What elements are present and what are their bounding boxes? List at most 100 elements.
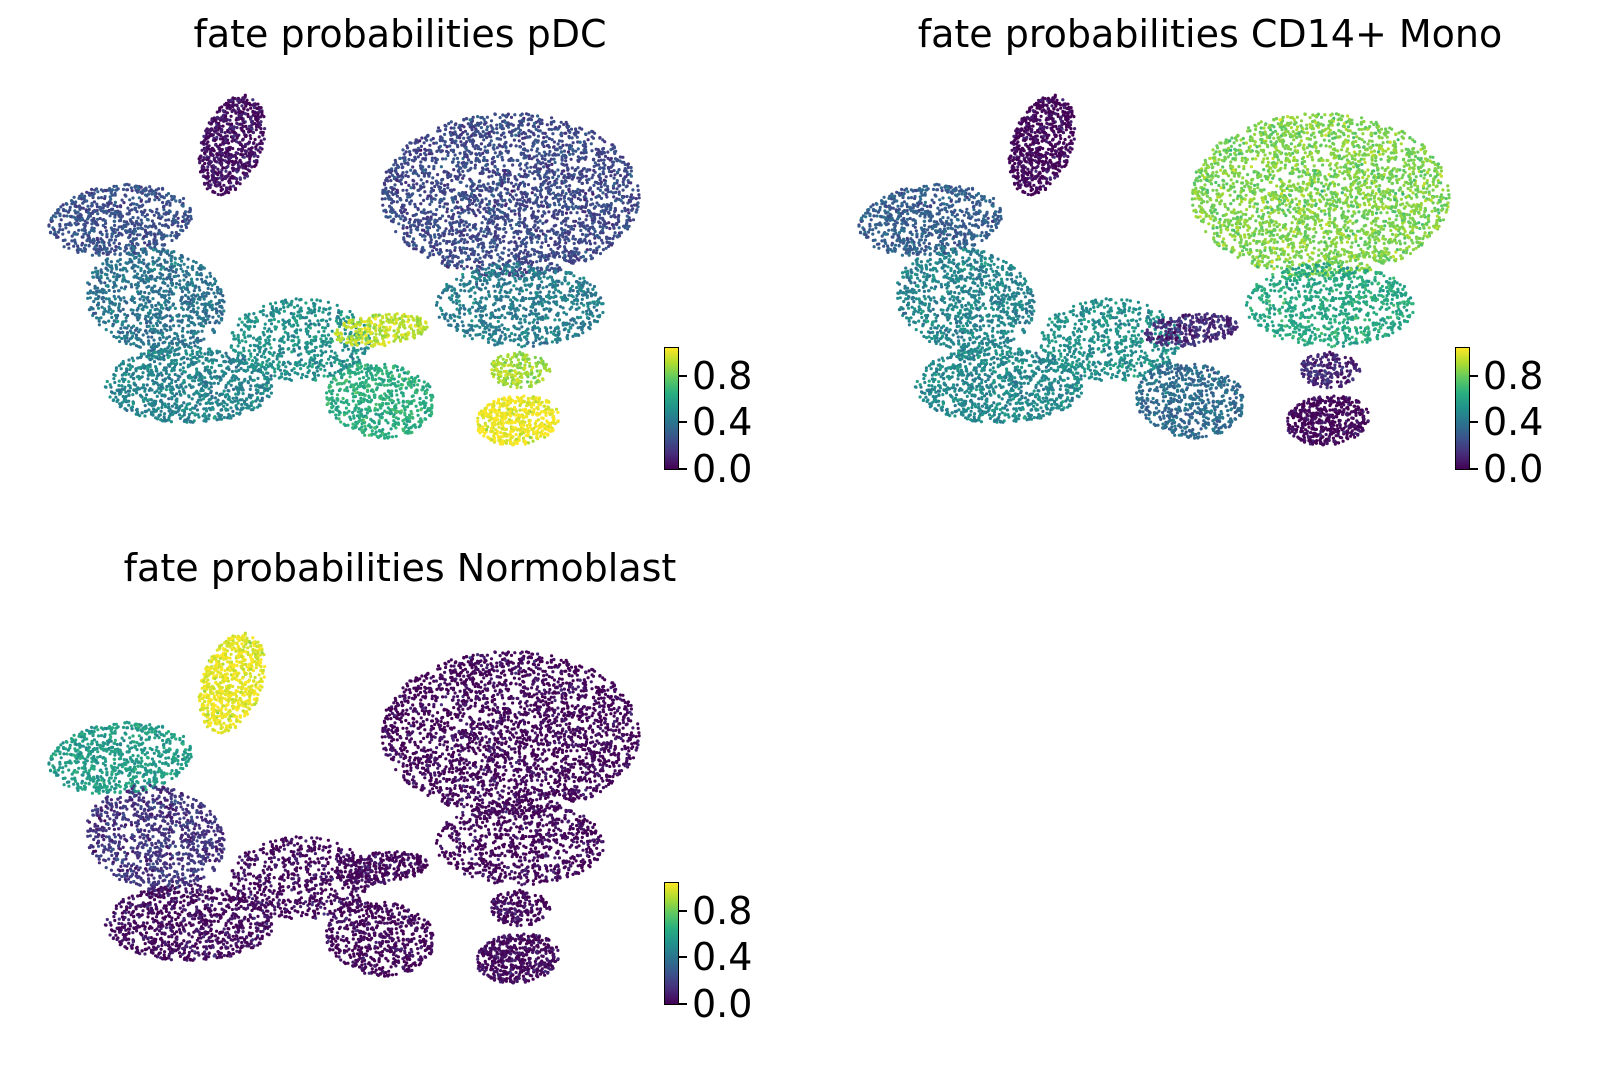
- scatter-point: [170, 339, 174, 343]
- scatter-point: [579, 151, 583, 155]
- scatter-point: [325, 361, 329, 365]
- scatter-point: [383, 334, 387, 338]
- scatter-point: [253, 356, 257, 360]
- scatter-point: [337, 413, 341, 417]
- scatter-point: [274, 325, 278, 329]
- scatter-point: [351, 361, 356, 365]
- scatter-point: [229, 344, 233, 348]
- scatter-point: [178, 416, 182, 420]
- scatter-point: [206, 352, 210, 356]
- scatter-point: [129, 203, 133, 207]
- scatter-point: [223, 191, 227, 195]
- scatter-point: [125, 326, 129, 330]
- scatter-point: [354, 351, 358, 355]
- scatter-point: [326, 401, 330, 405]
- scatter-point: [222, 183, 226, 187]
- scatter-point: [163, 243, 167, 247]
- scatter-point: [259, 127, 263, 131]
- scatter-point: [254, 128, 258, 132]
- scatter-point: [379, 377, 383, 381]
- scatter-point: [211, 358, 215, 362]
- scatter-point: [87, 244, 91, 248]
- scatter-point: [82, 223, 86, 227]
- scatter-point: [231, 146, 235, 151]
- scatter-point: [248, 377, 253, 381]
- scatter-point: [315, 369, 319, 373]
- scatter-point: [162, 208, 166, 212]
- scatter-point: [162, 358, 166, 362]
- scatter-point: [184, 223, 188, 227]
- scatter-point: [144, 314, 148, 318]
- scatter-point: [98, 246, 103, 250]
- scatter-point: [103, 321, 107, 325]
- scatter-point: [249, 320, 253, 324]
- scatter-point: [313, 314, 317, 318]
- scatter-point: [113, 215, 117, 219]
- scatter-point: [183, 370, 187, 374]
- scatter-point: [259, 354, 264, 358]
- scatter-point: [386, 421, 390, 425]
- scatter-point: [136, 366, 140, 370]
- scatter-point: [244, 104, 248, 108]
- scatter-point: [237, 359, 241, 363]
- scatter-point: [212, 291, 216, 295]
- scatter-point: [122, 275, 126, 279]
- scatter-point: [254, 316, 258, 320]
- scatter-point: [153, 198, 157, 202]
- scatter-point: [230, 174, 234, 178]
- scatter-point: [237, 351, 241, 355]
- scatter-point: [157, 192, 161, 196]
- scatter-point: [277, 376, 281, 380]
- scatter-point: [536, 134, 541, 138]
- scatter-point: [173, 256, 177, 260]
- scatter-point: [160, 394, 164, 398]
- scatter-point: [224, 351, 228, 355]
- scatter-point: [70, 239, 74, 243]
- scatter-point: [182, 401, 186, 405]
- scatter-point: [176, 334, 180, 338]
- scatter-point: [242, 361, 246, 365]
- scatter-point: [328, 317, 332, 321]
- scatter-point: [556, 168, 560, 172]
- scatter-point: [135, 388, 139, 392]
- scatter-point: [156, 301, 160, 305]
- scatter-point: [283, 321, 287, 325]
- scatter-point: [158, 362, 162, 366]
- scatter-point: [210, 121, 214, 125]
- scatter-point: [117, 289, 121, 293]
- scatter-point: [381, 316, 385, 320]
- scatter-point: [123, 249, 127, 253]
- scatter-point: [174, 285, 178, 289]
- scatter-point: [401, 400, 405, 404]
- scatter-point: [357, 371, 361, 375]
- scatter-point: [261, 330, 265, 335]
- scatter-point: [252, 164, 257, 168]
- scatter-point: [292, 347, 296, 351]
- scatter-point: [134, 328, 138, 332]
- scatter-point: [241, 98, 246, 102]
- scatter-point: [154, 303, 158, 308]
- scatter-point: [414, 425, 418, 429]
- scatter-point: [89, 306, 93, 310]
- scatter-point: [96, 190, 100, 194]
- scatter-point: [186, 318, 191, 322]
- scatter-point: [129, 282, 133, 286]
- scatter-point: [311, 358, 315, 362]
- scatter-point: [246, 368, 250, 372]
- scatter-point: [219, 188, 223, 193]
- scatter-point: [154, 247, 158, 251]
- scatter-point: [342, 317, 346, 321]
- scatter-point: [128, 337, 132, 341]
- scatter-point: [110, 315, 114, 319]
- scatter-point: [223, 175, 227, 179]
- scatter-point: [354, 348, 358, 352]
- scatter-point: [157, 391, 162, 395]
- scatter-point: [171, 217, 176, 221]
- scatter-point: [330, 380, 334, 384]
- scatter-point: [113, 219, 117, 223]
- scatter-point: [354, 382, 359, 386]
- scatter-point: [227, 159, 232, 163]
- scatter-point: [569, 211, 573, 215]
- scatter-point: [180, 306, 184, 310]
- scatter-point: [241, 129, 246, 133]
